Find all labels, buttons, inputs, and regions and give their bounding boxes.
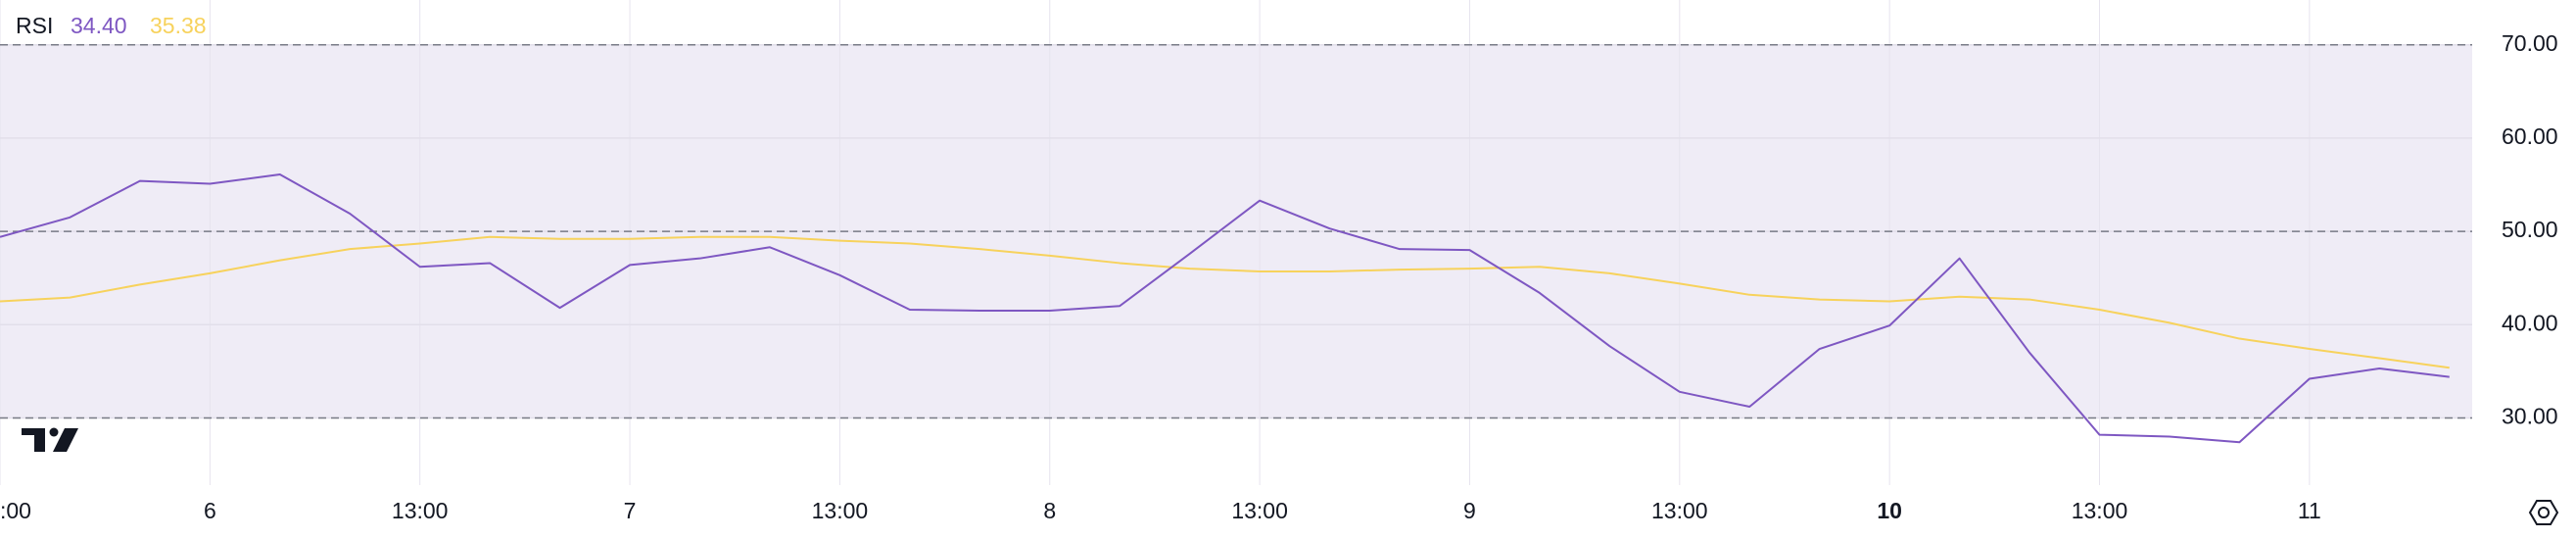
x-tick-label: 11 bbox=[2298, 498, 2321, 523]
series-line bbox=[0, 235, 2450, 369]
lines-layer bbox=[0, 173, 2450, 444]
x-tick-label: 13:00 bbox=[1651, 498, 1708, 523]
x-tick-label: 9 bbox=[1463, 498, 1476, 523]
y-tick-label: 30.00 bbox=[2502, 404, 2558, 429]
legend-value: 35.38 bbox=[150, 13, 207, 38]
y-tick-label: 50.00 bbox=[2502, 217, 2558, 242]
x-tick-label: 6 bbox=[204, 498, 216, 523]
legend-title: RSI bbox=[16, 13, 53, 38]
x-tick-label: 13:00 bbox=[2072, 498, 2128, 523]
x-tick-label: 10 bbox=[1877, 498, 1902, 523]
y-tick-label: 40.00 bbox=[2502, 310, 2558, 335]
y-tick-label: 60.00 bbox=[2502, 123, 2558, 149]
x-tick-label: 8 bbox=[1043, 498, 1056, 523]
x-tick-label: 13:00 bbox=[392, 498, 449, 523]
x-tick-label: 7 bbox=[624, 498, 637, 523]
legend-value: 34.40 bbox=[71, 13, 127, 38]
x-tick-label: 13:00 bbox=[812, 498, 869, 523]
x-tick-label: 13:00 bbox=[1231, 498, 1288, 523]
x-tick-label: :00 bbox=[0, 498, 31, 523]
y-tick-label: 70.00 bbox=[2502, 30, 2558, 56]
tradingview-logo[interactable] bbox=[22, 427, 78, 453]
series-line bbox=[0, 173, 2450, 444]
settings-button[interactable] bbox=[2528, 500, 2559, 525]
background-layer bbox=[0, 0, 2472, 485]
